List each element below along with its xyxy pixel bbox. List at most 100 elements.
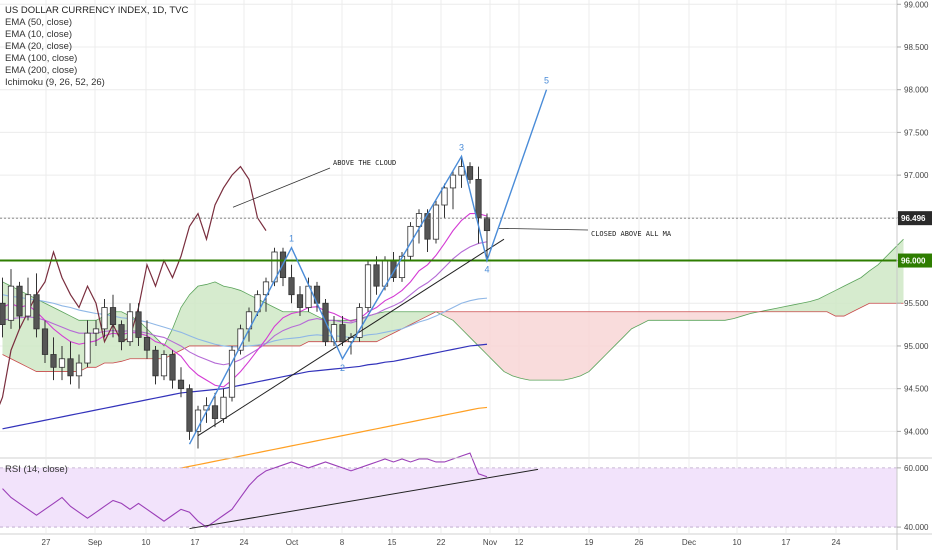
x-tick-label: 10	[733, 538, 742, 547]
candle-body	[262, 281, 270, 296]
rsi-line	[2, 452, 488, 528]
annotation-closed-above-ma: CLOSED ABOVE ALL MA	[591, 230, 672, 238]
x-tick-label: 26	[635, 538, 644, 547]
candle-body	[160, 354, 168, 377]
x-tick-label: 10	[142, 538, 151, 547]
x-tick-label: 19	[585, 538, 594, 547]
candle-body	[50, 354, 57, 368]
candle-body	[483, 217, 491, 232]
legend-ema200: EMA (200, close)	[5, 65, 77, 76]
legend-ema100: EMA (100, close)	[5, 53, 77, 64]
ema100-line	[2, 343, 488, 430]
candle-body	[466, 166, 474, 180]
candle-body	[126, 311, 134, 343]
wave-label: 4	[484, 265, 489, 275]
rsi-y-tick-label: 60.000	[904, 464, 929, 473]
candles	[0, 158, 491, 449]
elliott-wave-line	[188, 89, 548, 445]
candle-body	[75, 362, 83, 377]
time-axis: 27 Sep 10 17 24 Oct 8 15 22 Nov 12 19 26 Dec 10 17 24	[42, 538, 841, 547]
candle-body	[177, 379, 185, 390]
candle-body	[33, 294, 40, 330]
candle-body	[407, 225, 414, 257]
x-tick-label: Oct	[286, 538, 299, 547]
candle-body	[7, 285, 15, 321]
cloud-bearish	[436, 311, 751, 381]
rsi-y-tick-label: 40.000	[904, 523, 929, 532]
candle-body	[339, 324, 346, 343]
x-tick-label: Dec	[682, 538, 696, 547]
candle-body	[67, 358, 74, 377]
wave-label: 5	[544, 76, 549, 86]
y-tick-label: 95.000	[904, 342, 929, 351]
lagging-span-line	[0, 165, 267, 406]
candle-body	[92, 328, 100, 334]
x-tick-label: 27	[42, 538, 51, 547]
y-tick-label: 98.000	[904, 86, 929, 95]
x-tick-label: 17	[782, 538, 791, 547]
candle-body	[186, 388, 193, 432]
moving-averages	[0, 165, 488, 505]
y-tick-label: 94.500	[904, 385, 929, 394]
cloud-bullish	[750, 239, 904, 317]
trendline	[197, 238, 505, 437]
current-price-tag-bg	[898, 211, 932, 226]
price-axis: 99.00098.50098.00097.50097.00096.50096.0…	[897, 0, 932, 532]
candle-body	[101, 307, 108, 330]
candle-body	[109, 307, 117, 325]
candle-body	[211, 405, 219, 419]
candle-body	[373, 264, 380, 287]
support-price-tag-bg	[898, 253, 932, 268]
candle-body	[58, 358, 66, 368]
rsi-trendline	[189, 468, 539, 530]
candle-body	[169, 354, 176, 381]
legend-rsi: RSI (14, close)	[5, 464, 68, 475]
y-tick-label: 99.000	[904, 0, 929, 9]
candle-body	[364, 264, 372, 308]
y-tick-label: 94.000	[904, 427, 929, 436]
rsi-band	[0, 467, 897, 528]
candle-body	[441, 187, 448, 206]
wave-label: 3	[459, 142, 464, 152]
y-tick-label: 98.500	[904, 43, 929, 52]
candle-body	[475, 178, 482, 219]
y-tick-label: 95.500	[904, 299, 929, 308]
wave-label: 1	[289, 234, 294, 244]
x-tick-label: 24	[240, 538, 249, 547]
x-tick-label: Sep	[88, 538, 103, 547]
candle-body	[152, 349, 159, 377]
cloud-bullish	[2, 281, 436, 372]
annotation-above-cloud: ABOVE THE CLOUD	[333, 159, 396, 167]
drawings: 1 2 3 4 5 ABOVE THE CLOUD CLOSED ABOVE ALL MA	[0, 76, 897, 445]
chart-title: US DOLLAR CURRENCY INDEX, 1D, TVC	[5, 5, 188, 16]
candle-body	[449, 174, 457, 189]
candle-body	[143, 337, 151, 351]
candle-body	[24, 294, 32, 317]
candle-body	[432, 204, 440, 240]
y-tick-label: 97.000	[904, 171, 929, 180]
candle-body	[288, 277, 295, 296]
legend: US DOLLAR CURRENCY INDEX, 1D, TVC EMA (5…	[5, 5, 188, 475]
candle-body	[41, 328, 49, 355]
ema50-line	[2, 294, 488, 348]
candle-body	[118, 324, 125, 343]
candle-body	[194, 409, 202, 432]
legend-ema10: EMA (10, close)	[5, 29, 72, 40]
x-tick-label: 8	[340, 538, 345, 547]
wave-label: 2	[340, 363, 345, 373]
ema10-line	[2, 213, 488, 388]
candle-body	[220, 396, 227, 419]
annotation-leader	[498, 227, 589, 231]
candle-body	[84, 332, 91, 364]
candle-body	[135, 311, 142, 338]
ema20-line	[2, 241, 488, 366]
x-tick-label: 12	[515, 538, 524, 547]
annotation-leader	[232, 167, 331, 208]
current-price-tag: 96.496	[901, 214, 926, 223]
candle-body	[415, 213, 423, 227]
main-pane-bg	[0, 0, 897, 457]
rsi-pane	[0, 452, 897, 530]
candle-body	[296, 294, 304, 308]
